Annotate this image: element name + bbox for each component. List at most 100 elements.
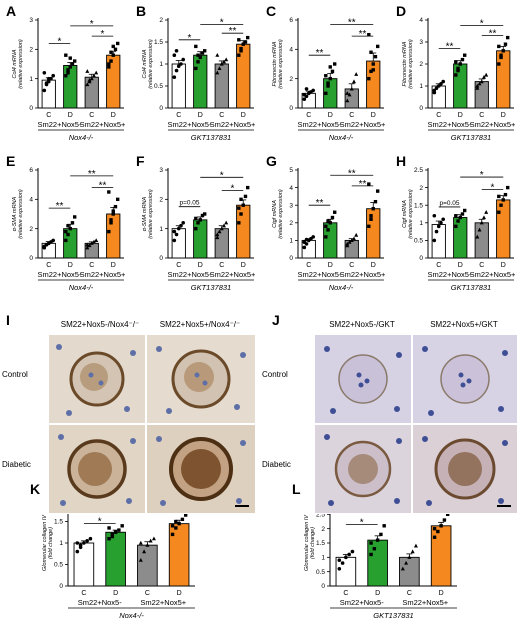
data-point: [479, 220, 484, 225]
y-tick-label: 0: [29, 105, 33, 112]
data-point: [64, 238, 68, 243]
data-point: [180, 517, 185, 522]
y-axis-label-sub: (relative expression): [278, 189, 284, 239]
data-point: [85, 69, 90, 73]
data-point: [243, 194, 248, 199]
bar: [453, 217, 468, 259]
y-tick-label: 2: [29, 47, 33, 54]
strain-label: GKT137831: [191, 283, 231, 292]
data-point: [375, 538, 380, 542]
data-point: [436, 224, 441, 229]
micrograph-J-control-nox5pos: [412, 334, 518, 424]
x-category-label: C: [349, 262, 354, 269]
tissue-image: [315, 425, 411, 513]
data-point: [501, 49, 505, 53]
x-category-label: C: [46, 262, 51, 269]
data-point: [407, 555, 412, 559]
panel-label-I: I: [6, 312, 10, 328]
data-point: [181, 221, 185, 225]
data-point: [340, 561, 345, 565]
data-point: [369, 214, 373, 218]
data-point: [172, 229, 177, 234]
data-point: [497, 210, 501, 214]
data-point: [324, 224, 328, 229]
micrograph-panel-J: J SM22+Nox5-/GKT SM22+Nox5+/GKT Control …: [262, 312, 520, 514]
y-tick-label: 5: [289, 167, 293, 174]
data-point: [115, 197, 120, 202]
data-point: [497, 44, 501, 49]
x-category-label: D: [375, 590, 380, 597]
data-point: [432, 238, 437, 243]
data-point: [78, 543, 83, 547]
data-point: [194, 66, 198, 71]
data-point: [375, 189, 380, 193]
data-point: [94, 238, 99, 242]
y-tick-label: 0.5: [316, 569, 325, 576]
x-category-label: D: [371, 262, 376, 269]
data-point: [241, 42, 245, 46]
data-point: [179, 223, 183, 228]
significance-label: *: [98, 517, 102, 528]
y-tick-label: 1: [29, 76, 33, 83]
data-point: [174, 519, 178, 524]
significance-label: **: [359, 29, 367, 40]
panel-label: L: [292, 481, 301, 497]
data-point: [68, 56, 72, 60]
data-point: [239, 212, 243, 216]
y-tick-label: 3: [29, 17, 33, 24]
data-point: [302, 240, 307, 244]
x-category-label: C: [81, 590, 86, 597]
panel-label-J: J: [272, 312, 280, 328]
y-tick-label: 0.5: [54, 562, 63, 569]
data-point: [64, 74, 68, 78]
data-point: [107, 190, 111, 194]
data-point: [87, 77, 92, 82]
x-category-label: D: [111, 262, 116, 269]
data-point: [196, 53, 200, 57]
x-category-label: C: [436, 112, 441, 119]
data-point: [477, 81, 482, 86]
data-point: [456, 219, 460, 223]
data-point: [51, 73, 55, 78]
x-category-label: D: [241, 262, 246, 269]
x-category-label: D: [198, 262, 203, 269]
y-tick-label: 6: [289, 17, 293, 24]
strain-label: GKT137831: [191, 133, 231, 142]
data-point: [369, 541, 373, 545]
data-point: [324, 91, 328, 96]
group-label: Sm22+Nox5-: [340, 598, 384, 607]
x-category-label: D: [328, 112, 333, 119]
data-point: [302, 97, 307, 101]
y-tick-label: 4: [419, 17, 423, 24]
panel-label: C: [266, 3, 276, 19]
micrograph-J-control-nox5neg: [314, 334, 412, 424]
data-point: [344, 555, 348, 560]
data-point: [371, 207, 375, 211]
data-point: [345, 91, 350, 95]
group-label: Sm22+Nox5-: [168, 120, 212, 129]
data-point: [151, 536, 156, 541]
y-tick-label: 0: [29, 255, 33, 262]
data-point: [479, 79, 484, 84]
data-point: [46, 76, 51, 81]
y-axis-label-sub: (relative expression): [408, 39, 414, 89]
y-tick-label: 1: [289, 238, 293, 245]
data-point: [88, 536, 93, 541]
significance-label: *: [231, 184, 235, 195]
data-point: [85, 245, 90, 250]
data-point: [345, 241, 350, 246]
y-tick-label: 2: [289, 76, 293, 83]
chart-svg-C: C Fibronectin mRNA (relative expression) 0 2…: [266, 3, 386, 142]
data-point: [373, 54, 378, 59]
y-axis-label: Glomerular collagen IV: [42, 514, 48, 571]
data-point: [328, 221, 332, 225]
data-point: [436, 84, 441, 88]
chart-svg-E: Eα-SMA mRNA (relative expression) 0 2 4 6 C D C D…: [6, 153, 126, 292]
data-point: [442, 518, 447, 522]
y-axis-label: Col4 mRNA: [12, 49, 18, 78]
data-point: [326, 228, 330, 232]
micrograph-J-diabetic-nox5neg: [314, 424, 412, 514]
data-point: [117, 528, 121, 532]
y-tick-label: 0: [419, 105, 423, 112]
y-axis-label-sub: (fold change): [310, 527, 316, 559]
